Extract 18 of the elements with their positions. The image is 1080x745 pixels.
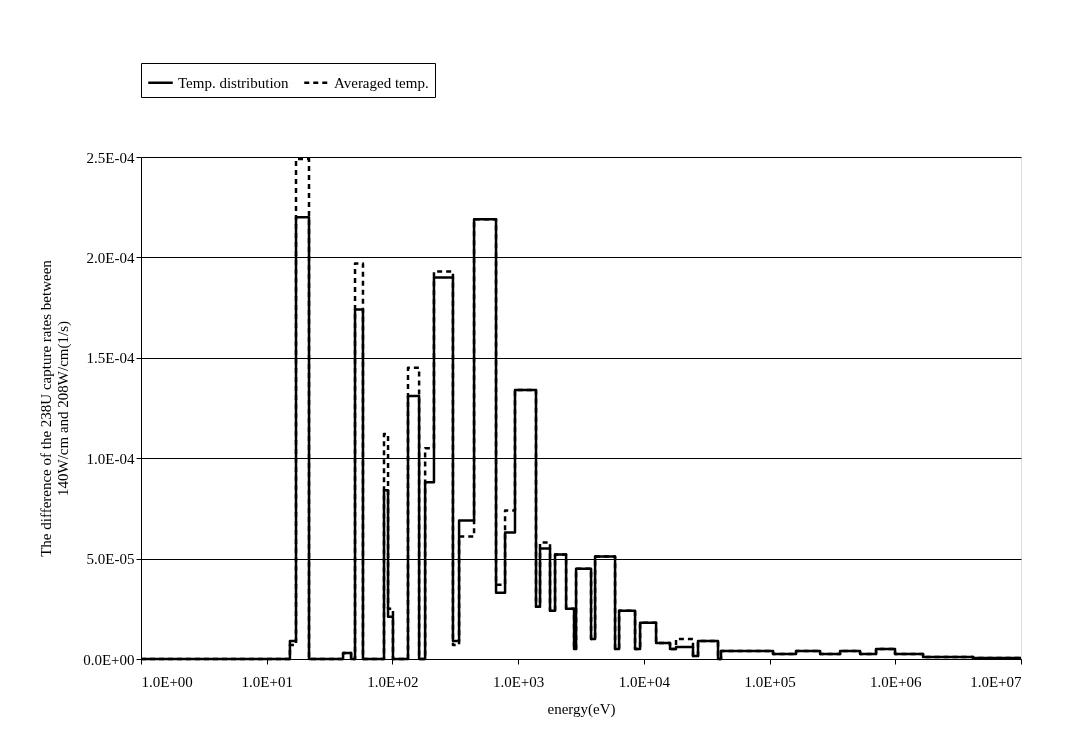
x-tick-label: 1.0E+05	[744, 673, 796, 690]
x-tick-label: 1.0E+02	[367, 673, 419, 690]
x-tick-label: 1.0E+07	[970, 673, 1022, 690]
x-axis-title: energy(eV)	[547, 700, 616, 718]
y-tick-label: 1.0E-04	[86, 450, 135, 467]
y-tick-label: 2.5E-04	[86, 149, 135, 166]
x-tick-label: 1.0E+06	[870, 673, 922, 690]
y-tick-label: 1.5E-04	[86, 350, 135, 367]
y-tick-label: 0.0E+00	[83, 651, 135, 668]
x-tick-label: 1.0E+00	[141, 673, 193, 690]
y-tick-label: 5.0E-05	[86, 551, 135, 568]
legend-label: Averaged temp.	[334, 74, 429, 91]
x-tick-label: 1.0E+04	[618, 673, 671, 690]
y-axis-title: The difference of the 238U capture rates between 140W/cm and 208W/cm(1/s)	[38, 259, 73, 557]
x-tick-label: 1.0E+03	[492, 673, 545, 690]
x-tick-label: 1.0E+01	[241, 673, 293, 690]
y-tick-label: 2.0E-04	[86, 249, 135, 266]
legend-label: Temp. distribution	[178, 74, 290, 91]
